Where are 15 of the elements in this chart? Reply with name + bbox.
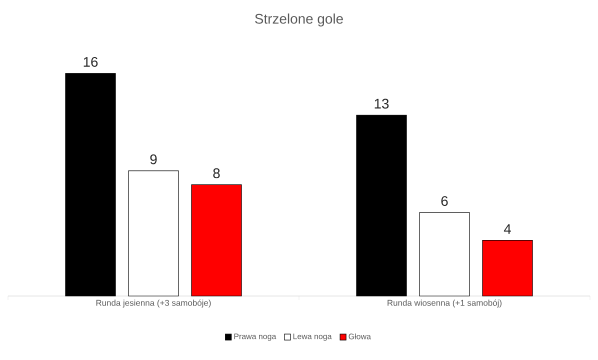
x-tick-label: Runda jesienna (+3 samobóje): [96, 300, 211, 308]
data-label: 9: [150, 154, 157, 164]
bar: [419, 212, 470, 296]
bar: [191, 184, 242, 296]
data-label: 6: [441, 196, 448, 206]
chart-title: Strzelone gole: [255, 13, 343, 26]
data-label: 13: [374, 98, 389, 109]
bar: [356, 114, 407, 296]
data-label: 4: [504, 224, 511, 234]
x-tick-label: Runda wiosenna (+1 samobój): [388, 300, 502, 308]
bar: [482, 240, 533, 296]
data-label: 8: [213, 168, 220, 178]
bar: [65, 73, 116, 296]
bar: [128, 170, 179, 296]
data-label: 16: [84, 56, 98, 67]
